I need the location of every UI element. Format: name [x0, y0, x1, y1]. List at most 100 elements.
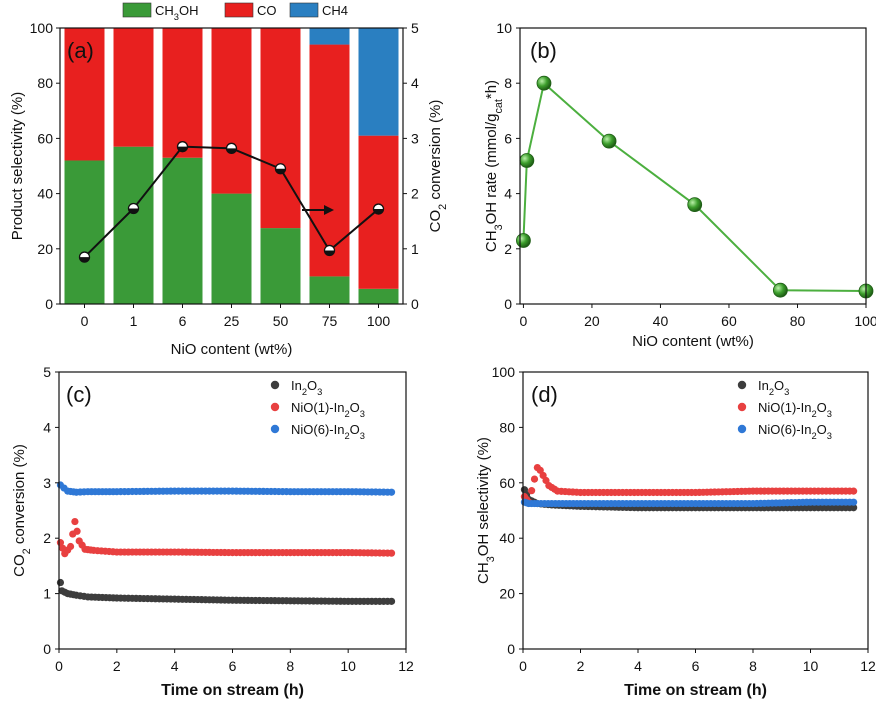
- axes-frame: [58, 371, 407, 650]
- y-tick-label: 0: [43, 641, 51, 657]
- legend: In2O3 NiO(1)-In2O3 NiO(6)-In2O3: [270, 378, 365, 441]
- bar-ch4-75: [309, 28, 350, 45]
- x-tick-label: 0: [520, 313, 528, 329]
- marker-s_nio1: [387, 549, 396, 557]
- x-tick-label: 2: [113, 658, 121, 674]
- rate-point: [516, 233, 531, 248]
- y2-tick-label: 0: [411, 296, 419, 312]
- conversion-point-fill: [373, 209, 384, 215]
- conversion-point-fill: [79, 257, 90, 263]
- y-tick-label: 100: [492, 364, 516, 380]
- x-axis-label: NiO content (wt%): [632, 333, 754, 350]
- marker-s_nio1: [66, 542, 75, 551]
- legend-marker-s_in2o3: [270, 380, 280, 390]
- y-tick-label: 4: [43, 419, 51, 435]
- panel-label: (d): [531, 382, 558, 407]
- marker-s_in2o3: [850, 504, 858, 512]
- y2-tick-label: 5: [411, 20, 419, 36]
- x-tick-label: 4: [171, 658, 179, 674]
- x-tick-label: 80: [790, 313, 806, 329]
- x-tick-label: 6: [229, 658, 237, 674]
- series-s_nio6: [56, 481, 396, 496]
- legend-swatch-co: [224, 2, 254, 18]
- x-tick-label: 8: [749, 658, 757, 674]
- y-tick-label: 80: [499, 419, 515, 435]
- bar-co-6: [162, 28, 203, 158]
- marker-s_nio1: [71, 517, 79, 526]
- bar-co-75: [309, 44, 350, 277]
- y-tick-label: 3: [43, 475, 51, 491]
- conversion-point-fill: [275, 168, 286, 174]
- y2-tick-label: 2: [411, 186, 419, 202]
- panel-d: 0 2 4 6 8 10 12 0 20 40 60 80 100 Time on stream (h) C…: [475, 364, 876, 699]
- rate-point: [687, 197, 703, 213]
- y-tick-label: 5: [43, 364, 51, 380]
- y-tick-label: 0: [45, 296, 53, 312]
- marker-s_nio6: [387, 488, 396, 496]
- y2-tick-label: 4: [411, 75, 419, 91]
- x-tick-label: 6: [179, 313, 187, 329]
- legend-marker-s_nio6: [270, 424, 280, 434]
- marker-s_nio1: [73, 527, 81, 535]
- x-tick-label: 100: [367, 313, 391, 329]
- x-axis-label: Time on stream (h): [161, 682, 304, 699]
- bar-ch3oh-50: [260, 228, 301, 304]
- legend-a: CH3OH CO CH4: [122, 2, 348, 22]
- rate-point: [519, 153, 535, 168]
- legend-marker-s_nio6: [737, 424, 747, 434]
- x-tick-label: 60: [721, 313, 737, 329]
- legend-label-co: CO: [257, 3, 277, 18]
- y-tick-label: 0: [504, 296, 512, 312]
- bar-ch3oh-100: [358, 288, 399, 304]
- panel-a: 0 1 6 25 50 75 100 0 20 40 60 80 100 0 1 2 3 4 5 NiO conten…: [9, 2, 449, 358]
- panel-b: 0 20 40 60 80 100 0 2 4 6 8 10 NiO content (wt%) CH3O…: [483, 20, 876, 350]
- y-tick-label: 100: [30, 20, 54, 36]
- bar-ch3oh-1: [113, 146, 154, 304]
- bar-ch4-100: [358, 28, 399, 136]
- bar-co-1: [113, 28, 154, 147]
- y-tick-label: 2: [43, 530, 51, 546]
- x-tick-label: 75: [322, 313, 338, 329]
- panel-label-b: (b): [530, 38, 557, 63]
- y-axis-label: CO2 conversion (%): [11, 444, 33, 577]
- y-tick-label: 6: [504, 130, 512, 146]
- x-tick-label: 0: [55, 658, 63, 674]
- legend-marker-s_nio1: [270, 402, 280, 412]
- bar-co-0: [64, 28, 105, 161]
- y-tick-label: 4: [504, 186, 512, 202]
- x-tick-label: 6: [692, 658, 700, 674]
- conversion-point-fill: [324, 250, 335, 256]
- arrow-icon: [324, 205, 334, 215]
- y-tick-label: 20: [37, 241, 53, 257]
- rate-point: [601, 133, 617, 149]
- marker-s_in2o3: [56, 578, 65, 587]
- y-tick-label: 60: [37, 130, 53, 146]
- x-axis-label: Time on stream (h): [624, 682, 767, 699]
- x-tick-label: 25: [224, 313, 240, 329]
- legend-marker-s_in2o3: [737, 380, 747, 390]
- legend: In2O3 NiO(1)-In2O3 NiO(6)-In2O3: [737, 378, 832, 441]
- rate-line: [522, 81, 867, 293]
- x-tick-label: 100: [854, 313, 876, 329]
- axes-frame: [522, 371, 869, 650]
- y-tick-label: 40: [37, 186, 53, 202]
- series-s_in2o3: [56, 578, 396, 605]
- x-tick-label: 0: [519, 658, 527, 674]
- conversion-point-fill: [128, 208, 139, 214]
- x-tick-label: 0: [81, 313, 89, 329]
- marker-s_in2o3: [387, 597, 396, 605]
- y-axis-label: CH3OH rate (mmol/gcat*h): [483, 80, 505, 252]
- series-s_nio6: [520, 498, 858, 508]
- legend-marker-s_nio1: [737, 402, 747, 412]
- x-tick-label: 50: [273, 313, 289, 329]
- y-tick-label: 40: [499, 530, 515, 546]
- y2-axis-label: CO2 conversion (%): [427, 100, 449, 233]
- x-tick-label: 10: [340, 658, 356, 674]
- x-axis-label: NiO content (wt%): [171, 341, 293, 358]
- y-tick-label: 2: [504, 241, 512, 257]
- panel-label-a: (a): [67, 38, 94, 63]
- y-tick-label: 80: [37, 75, 53, 91]
- bar-ch3oh-6: [162, 157, 203, 304]
- x-tick-label: 12: [398, 658, 414, 674]
- x-tick-label: 8: [286, 658, 294, 674]
